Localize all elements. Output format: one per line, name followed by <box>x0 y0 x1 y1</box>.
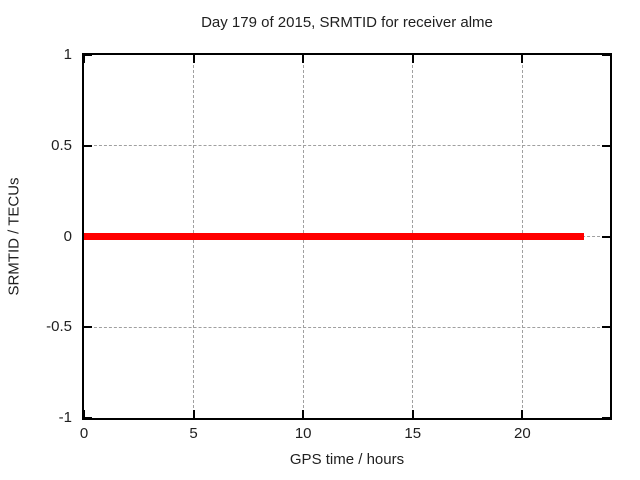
y-tick-label: -1 <box>58 409 72 426</box>
y-tick-mark-left <box>84 417 92 419</box>
grid-line-horizontal <box>84 145 610 147</box>
plot-area <box>82 53 612 420</box>
x-tick-mark-bottom <box>83 410 85 418</box>
y-tick-mark-right <box>602 235 610 238</box>
x-tick-label: 10 <box>294 425 312 442</box>
y-tick-label: 0 <box>63 227 72 245</box>
x-axis-label: GPS time / hours <box>289 451 405 468</box>
y-tick-mark-left <box>84 144 92 147</box>
x-tick-mark-top <box>411 55 414 63</box>
x-tick-mark-top <box>521 55 524 63</box>
y-tick-label: -0.5 <box>46 318 72 336</box>
x-tick-label: 5 <box>189 425 198 442</box>
x-tick-mark-bottom <box>411 410 414 418</box>
x-tick-mark-top <box>83 55 85 63</box>
x-tick-label: 20 <box>513 425 531 442</box>
grid-line-horizontal <box>84 326 610 328</box>
y-tick-mark-left <box>84 326 92 329</box>
y-tick-mark-right <box>602 417 610 419</box>
x-tick-label: 15 <box>404 425 422 442</box>
x-tick-mark-bottom <box>302 410 305 418</box>
y-tick-mark-right <box>602 144 610 147</box>
y-tick-mark-right <box>602 326 610 329</box>
chart-title: Day 179 of 2015, SRMTID for receiver alm… <box>201 14 493 31</box>
x-tick-mark-bottom <box>521 410 524 418</box>
y-tick-mark-left <box>84 54 92 56</box>
x-tick-mark-top <box>302 55 305 63</box>
x-tick-label: 0 <box>79 425 89 442</box>
x-tick-mark-bottom <box>192 410 195 418</box>
y-tick-label: 1 <box>63 46 72 63</box>
y-tick-mark-right <box>602 54 610 56</box>
x-tick-mark-top <box>192 55 195 63</box>
y-tick-label: 0.5 <box>51 136 72 154</box>
series-line-srmtid <box>84 233 584 240</box>
